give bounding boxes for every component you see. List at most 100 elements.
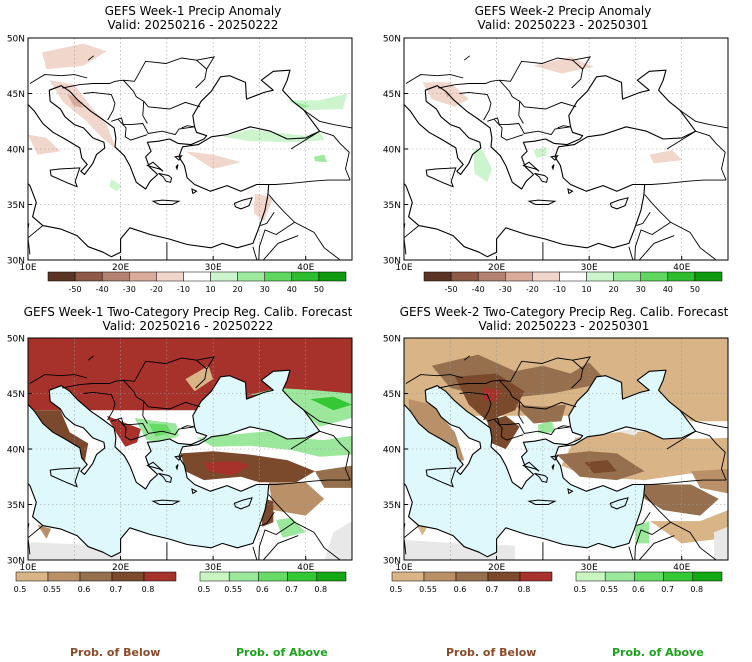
country-border bbox=[463, 355, 470, 361]
lon-label: 10E bbox=[19, 263, 36, 273]
legend-swatch bbox=[694, 271, 723, 282]
lon-label: 10E bbox=[19, 563, 36, 573]
legend-swatch bbox=[264, 271, 293, 282]
shaded-region bbox=[515, 404, 566, 424]
country-border bbox=[62, 357, 208, 389]
coastline bbox=[404, 369, 697, 558]
country-border bbox=[117, 418, 148, 441]
island-fill bbox=[391, 417, 399, 434]
country-border bbox=[117, 118, 148, 141]
shaded-region bbox=[314, 154, 327, 163]
prob-above-legend: 0.5 0.55 0.6 0.7 0.8 bbox=[198, 571, 347, 594]
country-border bbox=[519, 101, 577, 110]
legend-label: 50 bbox=[690, 285, 700, 294]
island-coastline bbox=[609, 497, 629, 510]
country-border bbox=[143, 401, 201, 410]
title-text: GEFS Week-2 Precip Anomaly bbox=[474, 4, 652, 18]
country-border bbox=[266, 479, 351, 485]
valid-text: Valid: 20250223 - 20250301 bbox=[477, 18, 649, 32]
island-coastline bbox=[550, 455, 559, 461]
shaded-region bbox=[422, 82, 469, 107]
country-border bbox=[28, 225, 44, 255]
shaded-region bbox=[49, 80, 116, 149]
legend-swatch bbox=[183, 271, 211, 282]
legend-label: 0.7 bbox=[110, 585, 123, 594]
prob-below-label-right: Prob. of Below bbox=[446, 646, 537, 659]
country-border bbox=[438, 357, 584, 389]
shaded-region bbox=[41, 43, 107, 70]
country-border bbox=[498, 379, 520, 402]
shaded-region bbox=[584, 460, 617, 474]
title-w2-anom: GEFS Week-2 Precip Anomaly Valid: 202502… bbox=[390, 4, 736, 32]
legend-swatch bbox=[210, 271, 238, 282]
lon-label: 20E bbox=[112, 263, 129, 273]
map-layer bbox=[15, 338, 352, 560]
country-border bbox=[628, 235, 675, 260]
legend-swatch bbox=[487, 571, 521, 582]
country-border bbox=[666, 130, 727, 181]
island-coastline bbox=[158, 172, 173, 183]
country-border bbox=[679, 409, 728, 429]
legend-swatch bbox=[586, 271, 614, 282]
map-panel-w2-prob: 50N 45N 40N 35N 30N 10E 20E 30E 40E 0.5 0.55 0.6 0.7… bbox=[376, 334, 752, 598]
country-border bbox=[493, 118, 524, 141]
legend-swatch bbox=[640, 271, 669, 282]
lon-label: 40E bbox=[297, 563, 314, 573]
shaded-region bbox=[109, 179, 122, 192]
legend-label: 40 bbox=[663, 285, 673, 294]
legend-swatch bbox=[559, 271, 587, 282]
legend-swatch bbox=[15, 571, 49, 582]
country-border bbox=[404, 225, 420, 255]
legend-swatch bbox=[667, 271, 696, 282]
shaded-region bbox=[714, 526, 728, 560]
island-coastline bbox=[522, 461, 540, 472]
lat-label: 35N bbox=[383, 201, 401, 211]
country-border bbox=[518, 101, 524, 124]
lon-label: 20E bbox=[488, 263, 505, 273]
shaded-region bbox=[222, 129, 325, 143]
land-background bbox=[28, 38, 352, 260]
legend-swatch bbox=[291, 271, 320, 282]
country-border bbox=[303, 409, 352, 429]
title-text: GEFS Week-1 Precip Anomaly bbox=[104, 4, 282, 18]
lon-label: 40E bbox=[297, 263, 314, 273]
island-coastline bbox=[534, 472, 549, 483]
shaded-region bbox=[276, 517, 306, 538]
country-border bbox=[303, 109, 352, 129]
legend-label: 0.6 bbox=[78, 585, 91, 594]
island-coastline bbox=[15, 417, 23, 434]
island-coastline bbox=[151, 199, 181, 205]
lon-label: 20E bbox=[112, 563, 129, 573]
lat-label: 40N bbox=[383, 146, 401, 156]
country-border bbox=[493, 418, 524, 441]
country-border bbox=[498, 79, 520, 102]
valid-text: Valid: 20250216 - 20250222 bbox=[102, 319, 274, 333]
lat-label: 40N bbox=[7, 146, 25, 156]
lat-label: 45N bbox=[383, 90, 401, 100]
lon-label: 30E bbox=[205, 563, 222, 573]
country-border bbox=[196, 356, 216, 370]
legend-swatch bbox=[79, 571, 113, 582]
country-border bbox=[572, 356, 592, 370]
map-panel-w1-anom: 50N 45N 40N 35N 30N 10E 20E 30E 40E -50 -40 -30 -20-… bbox=[0, 34, 376, 298]
legend-label: -30 bbox=[499, 285, 512, 294]
legend-swatch bbox=[287, 571, 318, 582]
shaded-region bbox=[473, 149, 492, 183]
island-coastline bbox=[174, 455, 183, 461]
shaded-region bbox=[66, 93, 84, 108]
island-coastline bbox=[551, 164, 555, 171]
lat-label: 50N bbox=[383, 335, 401, 345]
country-border bbox=[634, 221, 671, 260]
island-coastline bbox=[522, 161, 540, 172]
lat-label: 30N bbox=[7, 557, 25, 567]
map-panel-w2-anom: 50N 45N 40N 35N 30N 10E 20E 30E 40E -50 -40 -30 -20-… bbox=[376, 34, 752, 298]
lat-label: 50N bbox=[7, 35, 25, 45]
legend-label: 0.5 bbox=[574, 585, 587, 594]
shaded-region bbox=[538, 421, 555, 434]
island-coastline bbox=[175, 164, 179, 171]
coastline bbox=[28, 369, 321, 558]
legend-swatch bbox=[634, 571, 664, 582]
lon-label: 30E bbox=[581, 563, 598, 573]
country-border bbox=[557, 125, 571, 129]
country-border bbox=[634, 521, 671, 560]
